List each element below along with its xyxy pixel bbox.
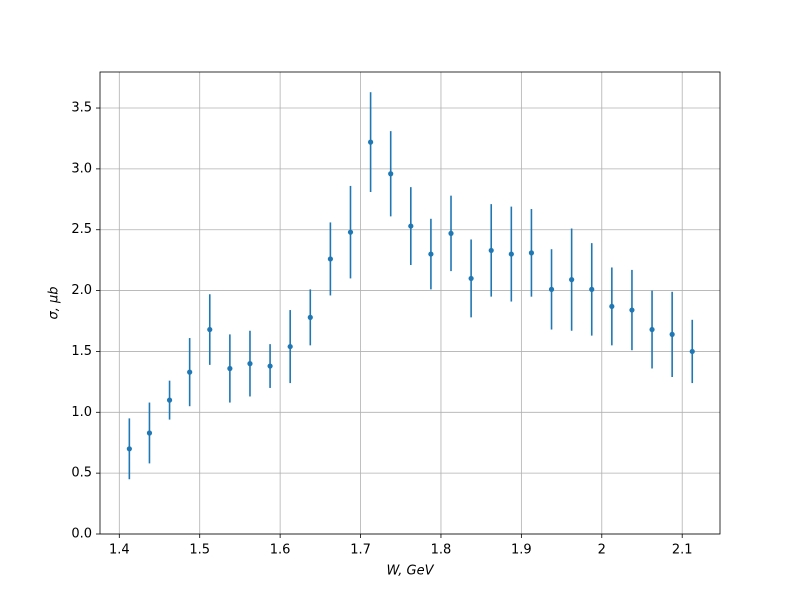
plot-frame (99, 71, 721, 535)
y-axis-label: σ, μb (47, 286, 62, 319)
data-point (428, 251, 434, 257)
data-point (207, 326, 213, 333)
data-point (508, 251, 514, 257)
y-tick-label: 2.5 (71, 222, 92, 237)
x-tick-label: 2.1 (672, 543, 693, 558)
data-point (146, 430, 153, 436)
data-point (629, 307, 635, 313)
data-point (227, 365, 233, 372)
y-tick-label: 0.5 (71, 466, 92, 481)
y-tick-label: 2.0 (71, 283, 92, 298)
data-point (347, 229, 354, 235)
data-point (609, 303, 615, 310)
y-tick-label: 0.0 (71, 527, 92, 542)
data-point (287, 343, 293, 350)
x-tick-label: 2 (598, 543, 606, 558)
data-point (327, 256, 333, 262)
y-tick-label: 3.0 (71, 161, 92, 176)
data-point (307, 314, 313, 320)
data-point (569, 277, 575, 283)
data-point (247, 361, 253, 367)
data-point (689, 348, 695, 355)
x-tick-label: 1.9 (511, 543, 532, 558)
data-point (388, 171, 394, 177)
data-point (589, 286, 595, 292)
y-tick-label: 1.0 (71, 405, 92, 420)
data-point (166, 397, 173, 403)
data-point (267, 363, 273, 369)
data-point (488, 247, 494, 254)
data-point (187, 369, 193, 375)
data-point (367, 139, 374, 145)
data-point (528, 250, 535, 256)
x-axis-label: W, GeV (386, 564, 434, 579)
y-tick-label: 3.5 (71, 101, 92, 116)
x-tick-label: 1.7 (350, 543, 371, 558)
x-tick-label: 1.8 (431, 543, 452, 558)
data-point (126, 446, 132, 452)
x-tick-label: 1.4 (109, 543, 130, 558)
data-point (548, 286, 555, 292)
data-point (468, 275, 474, 282)
data-point (448, 230, 454, 236)
data-point (669, 331, 675, 338)
x-tick-label: 1.6 (270, 543, 291, 558)
y-tick-label: 1.5 (71, 344, 92, 359)
data-point (649, 326, 655, 333)
x-tick-label: 1.5 (189, 543, 210, 558)
data-point (408, 223, 414, 229)
